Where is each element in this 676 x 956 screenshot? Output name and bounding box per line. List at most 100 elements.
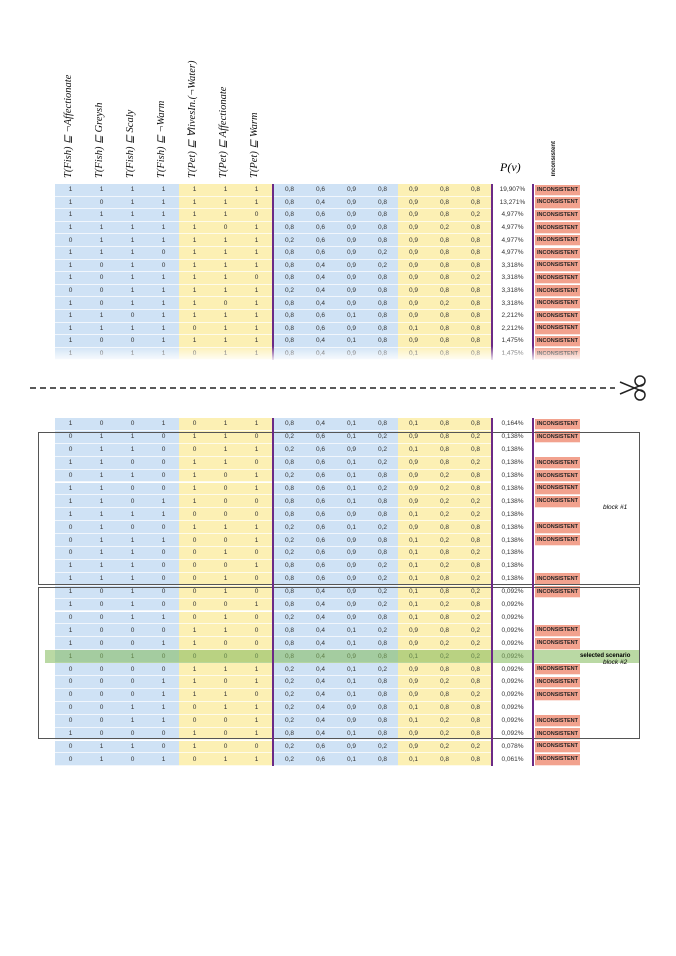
cell: 0	[117, 418, 148, 431]
cell: 0,9	[398, 727, 429, 741]
status: INCONSISTENT	[535, 197, 580, 209]
cell: 0,8	[460, 234, 491, 247]
cell: 0	[55, 663, 86, 676]
cell: 0,1	[336, 663, 367, 676]
cell: 0,9	[398, 272, 429, 285]
cell: 0,8	[460, 663, 491, 676]
cell: 1	[55, 418, 86, 431]
cell: 0	[55, 443, 86, 457]
probability: 4,977%	[493, 234, 532, 247]
cell: 0	[210, 559, 241, 573]
cell: 1	[117, 611, 148, 625]
cell: 0,6	[305, 430, 336, 444]
cell: 1	[148, 322, 179, 336]
cell: 0,8	[274, 482, 305, 496]
cell: 1	[241, 196, 272, 210]
cell: 1	[210, 209, 241, 222]
cell: 0,8	[367, 495, 398, 509]
status: INCONSISTENT	[535, 741, 580, 753]
cell: 0,8	[429, 624, 460, 638]
block-frame	[38, 586, 640, 740]
cell: 1	[210, 688, 241, 702]
cell: 0,8	[460, 259, 491, 273]
cell: 0,8	[429, 663, 460, 676]
cell: 0,8	[429, 184, 460, 197]
cell: 0	[179, 443, 210, 457]
cell: 0,2	[429, 297, 460, 310]
cell: 0	[241, 508, 272, 522]
cell: 1	[210, 322, 241, 336]
cell: 1	[179, 234, 210, 247]
cell: 1	[179, 247, 210, 260]
cell: 1	[55, 508, 86, 522]
status: INCONSISTENT	[535, 297, 580, 310]
cell: 1	[179, 663, 210, 676]
cell: 0	[117, 676, 148, 689]
cell: 0	[210, 637, 241, 651]
cell: 1	[55, 184, 86, 197]
cell: 0,8	[429, 701, 460, 715]
cell: 0,8	[429, 521, 460, 535]
cell: 0,8	[367, 196, 398, 210]
cell: 1	[148, 184, 179, 197]
probability: 0,138%	[493, 547, 532, 560]
cell: 0	[179, 714, 210, 728]
cell: 1	[179, 676, 210, 689]
cell: 1	[241, 482, 272, 496]
cell: 0	[179, 559, 210, 573]
cell: 1	[241, 322, 272, 336]
cut-line	[30, 375, 646, 401]
cell: 0,8	[460, 469, 491, 483]
cell: 0,1	[336, 753, 367, 767]
cell: 0	[86, 284, 117, 298]
cell: 0,2	[274, 534, 305, 547]
cell: 0,9	[336, 284, 367, 298]
status: INCONSISTENT	[535, 495, 580, 508]
cell: 0	[210, 727, 241, 741]
cell: 0,2	[429, 482, 460, 496]
cell: 0,9	[398, 688, 429, 702]
cell: 0,9	[398, 284, 429, 298]
cell: 1	[210, 284, 241, 298]
cell: 0	[179, 508, 210, 522]
cell: 0,6	[305, 469, 336, 483]
column-header: T(Pet) ⊑ ∀livesIn.(¬Water)	[187, 60, 198, 178]
cell: 1	[179, 284, 210, 298]
cell: 1	[55, 598, 86, 612]
separator	[532, 184, 534, 360]
cell: 0,2	[367, 572, 398, 586]
cell: 0,8	[429, 572, 460, 586]
cell: 0,2	[460, 547, 491, 560]
cell: 0	[179, 547, 210, 560]
separator	[272, 184, 274, 360]
cell: 0,8	[460, 753, 491, 767]
cell: 0,6	[305, 534, 336, 547]
cell: 0	[86, 714, 117, 728]
cell: 1	[179, 688, 210, 702]
cell: 0,8	[367, 534, 398, 547]
cell: 0,2	[460, 508, 491, 522]
column-header: T(Fish) ⊑ ¬Affectionate	[63, 74, 74, 178]
cell: 0	[55, 676, 86, 689]
cell: 0,9	[398, 310, 429, 323]
cell: 0,4	[305, 688, 336, 702]
cell: 0,8	[460, 297, 491, 310]
cell: 0,6	[305, 521, 336, 535]
cell: 0	[241, 637, 272, 651]
cell: 0,9	[398, 221, 429, 235]
cell: 0,8	[274, 247, 305, 260]
cell: 0,8	[429, 247, 460, 260]
cell: 1	[210, 547, 241, 560]
cell: 1	[117, 701, 148, 715]
cell: 0,1	[336, 430, 367, 444]
status: INCONSISTENT	[535, 573, 580, 586]
cell: 0,9	[398, 469, 429, 483]
cell: 1	[210, 259, 241, 273]
probability: 0,138%	[493, 573, 532, 586]
cell: 0,2	[460, 430, 491, 444]
cell: 1	[55, 559, 86, 573]
cell: 0,2	[274, 284, 305, 298]
cell: 0,8	[367, 221, 398, 235]
status: INCONSISTENT	[535, 715, 580, 728]
probability: 0,092%	[493, 676, 532, 689]
